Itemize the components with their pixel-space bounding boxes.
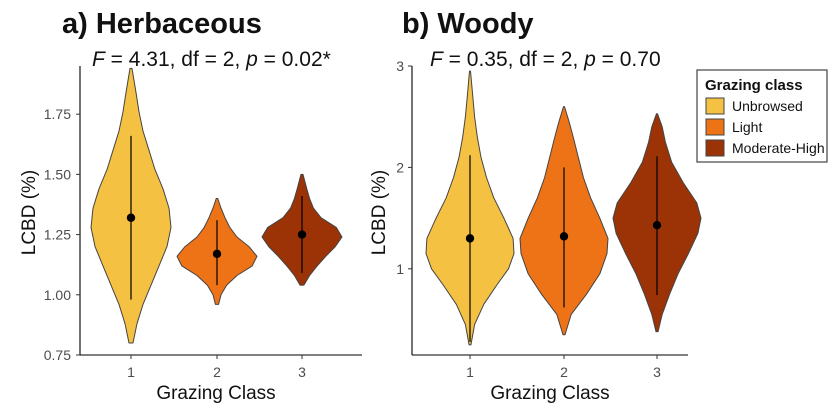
legend-label: Unbrowsed: [732, 98, 803, 114]
legend-label: Moderate-High: [732, 140, 825, 156]
mean-point: [126, 213, 136, 222]
mean-point: [212, 249, 222, 259]
y-tick-label: 1.50: [44, 166, 71, 182]
legend-label: Light: [732, 119, 762, 135]
panel-title: b) Woody: [402, 8, 534, 40]
legend-swatch: [705, 97, 725, 115]
y-tick-label: 2: [396, 159, 404, 175]
mean-point: [652, 221, 662, 230]
y-tick-label: 3: [396, 58, 404, 74]
x-tick-label: 2: [213, 364, 221, 380]
y-tick-label: 1.25: [44, 227, 71, 243]
legend-title: Grazing class: [705, 77, 803, 94]
y-tick-label: 1: [396, 261, 404, 277]
x-tick-label: 3: [298, 364, 306, 380]
y-axis-label: LCBD (%): [19, 170, 40, 256]
x-tick-label: 1: [127, 364, 135, 380]
y-tick-label: 1.00: [44, 287, 71, 303]
x-tick-label: 2: [560, 364, 568, 380]
panel-title: a) Herbaceous: [62, 8, 262, 40]
legend-swatch: [705, 139, 725, 157]
panel-herbaceous: a) Herbaceous F = 4.31, df = 2, p = 0.02*…: [19, 8, 362, 404]
x-tick-label: 3: [653, 364, 661, 380]
x-axis-label: Grazing Class: [156, 383, 275, 404]
x-tick-label: 1: [466, 364, 474, 380]
x-axis-label: Grazing Class: [490, 383, 609, 404]
mean-point: [297, 230, 307, 239]
y-tick-label: 0.75: [44, 347, 71, 363]
mean-point: [465, 234, 475, 243]
y-axis-label: LCBD (%): [369, 170, 390, 256]
y-tick-label: 1.75: [44, 106, 71, 122]
legend-swatch: [705, 118, 725, 136]
legend: Grazing class Unbrowsed Light Moderate-High: [696, 69, 828, 163]
mean-point: [559, 232, 569, 241]
stat-annotation: F = 4.31, df = 2, p = 0.02*: [92, 48, 331, 71]
stat-annotation: F = 0.35, df = 2, p = 0.70: [430, 48, 661, 71]
panel-woody: b) Woody F = 0.35, df = 2, p = 0.70 1 2 3 1 2 3…: [369, 8, 702, 404]
